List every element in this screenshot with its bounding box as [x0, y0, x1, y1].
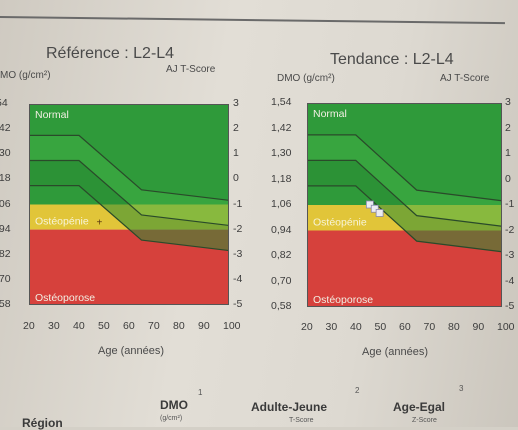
- x-tick-label: 70: [148, 320, 160, 332]
- x-tick-label: 30: [48, 320, 60, 332]
- x-tick-label: 30: [325, 321, 338, 333]
- right-chart-ylabel: DMO (g/cm²): [277, 73, 335, 84]
- y2-tick-label: 2: [233, 122, 239, 135]
- y2-tick-label: -3: [233, 247, 243, 260]
- y2-tick-label: 3: [233, 97, 239, 109]
- reference-curve-1: [29, 159, 229, 227]
- band-upper: [29, 135, 229, 226]
- y-tick-label: ,42: [0, 122, 11, 135]
- x-tick-label: 90: [472, 321, 485, 333]
- y-tick-label: 1,18: [271, 172, 292, 185]
- x-tick-label: 20: [23, 320, 35, 332]
- reference-curve-0: [29, 134, 229, 201]
- y-tick-label: 0,70: [271, 274, 292, 287]
- y2-tick-label: -4: [505, 274, 515, 287]
- y-tick-label: ,18: [0, 172, 11, 185]
- x-tick-label: 80: [448, 321, 460, 333]
- trend-marker: [365, 200, 374, 209]
- reference-curve-1: [307, 159, 502, 227]
- table-header-age-sup: 3: [459, 384, 464, 393]
- table-header-adulte: Adulte-Jeune: [251, 400, 328, 414]
- left-chart-y2label: AJ T-Score: [166, 64, 216, 75]
- zone-label-ostopnie: Ostéopénie: [35, 216, 89, 228]
- y2-tick-label: 1: [233, 147, 239, 160]
- left-chart-ylabel: MO (g/cm²): [0, 70, 51, 81]
- x-tick-label: 60: [123, 320, 135, 332]
- y2-tick-label: -2: [233, 222, 243, 235]
- x-tick-label: 50: [374, 321, 387, 333]
- right-chart-plot: Normal Ostéopénie Ostéoporose: [307, 103, 502, 307]
- right-chart-title: Tendance : L2-L4: [330, 51, 454, 68]
- left-chart-xlabel: Age (années): [98, 345, 165, 357]
- zone-label-normal: Normal: [35, 109, 69, 121]
- y-tick-label: ,94: [0, 222, 11, 235]
- y2-tick-label: 3: [505, 96, 511, 108]
- y2-tick-label: -5: [233, 298, 243, 310]
- x-tick-label: 40: [350, 321, 362, 333]
- x-tick-label: 100: [497, 321, 515, 333]
- table-header-adulte-unit: T-Score: [289, 417, 314, 424]
- y-tick-label: 1,30: [271, 147, 292, 159]
- x-tick-label: 80: [173, 320, 185, 332]
- reference-curve-2: [307, 185, 502, 253]
- y2-tick-label: -1: [505, 198, 515, 210]
- x-tick-label: 50: [98, 320, 110, 332]
- y2-tick-label: 0: [233, 172, 239, 185]
- y-tick-label: ,82: [0, 247, 11, 260]
- table-header-dmo: DMO: [160, 398, 188, 412]
- right-chart-y2label: AJ T-Score: [440, 73, 490, 84]
- zone-label-ostoporose: Ostéoporose: [35, 292, 95, 304]
- x-tick-label: 60: [399, 321, 411, 333]
- y-tick-label: ,30: [0, 147, 11, 160]
- y2-tick-label: -1: [233, 197, 243, 210]
- band-lower: [307, 160, 502, 252]
- x-tick-label: 90: [198, 320, 210, 332]
- y-tick-label: 0,82: [271, 249, 292, 261]
- table-header-dmo-unit: (g/cm²): [160, 415, 183, 422]
- table-header-adulte-sup: 2: [355, 386, 360, 395]
- zone-label-ostoporose: Ostéoporose: [313, 294, 373, 306]
- y-tick-label: 1,42: [271, 121, 292, 134]
- y-tick-label: ,06: [0, 197, 11, 210]
- reference-curve-0: [307, 134, 502, 202]
- y2-tick-label: -3: [505, 249, 515, 261]
- zone-label-ostopnie: Ostéopénie: [313, 217, 367, 229]
- y-tick-label: 0,94: [271, 223, 292, 236]
- band-upper: [307, 134, 502, 227]
- left-chart-plot: Normal Ostéopénie Ostéoporose +: [29, 104, 229, 305]
- y2-tick-label: 0: [505, 172, 511, 185]
- left-chart-title: Référence : L2-L4: [46, 45, 175, 62]
- table-header-region: Région: [22, 416, 63, 430]
- y-tick-label: ,70: [0, 272, 11, 285]
- y2-tick-label: -4: [233, 272, 243, 285]
- table-header-dmo-sup: 1: [198, 388, 203, 397]
- header-rule: [0, 16, 505, 25]
- table-header-age-unit: Z-Score: [412, 417, 437, 424]
- y2-tick-label: 1: [505, 147, 511, 159]
- plot-frame: [307, 103, 502, 307]
- x-tick-label: 100: [223, 320, 241, 332]
- y-tick-label: 1,06: [271, 198, 292, 210]
- y-tick-label: 1,54: [271, 96, 292, 108]
- trend-marker: [370, 204, 379, 213]
- y2-tick-label: -5: [505, 300, 515, 312]
- zone-label-normal: Normal: [313, 108, 347, 120]
- band-lower: [29, 160, 229, 251]
- y-tick-label: 0,58: [271, 300, 292, 312]
- x-tick-label: 20: [301, 321, 313, 333]
- trend-marker: [375, 209, 384, 217]
- x-tick-label: 70: [423, 321, 436, 333]
- plot-frame: [29, 104, 229, 305]
- patient-marker: +: [97, 217, 103, 228]
- right-chart-xlabel: Age (années): [362, 346, 429, 358]
- table-header-age: Age-Egal: [393, 400, 446, 414]
- y-tick-label: 54: [0, 97, 8, 109]
- reference-curve-2: [29, 185, 229, 252]
- y-tick-label: ,58: [0, 298, 11, 310]
- y2-tick-label: 2: [505, 121, 511, 134]
- x-tick-label: 40: [73, 320, 85, 332]
- y2-tick-label: -2: [505, 223, 515, 236]
